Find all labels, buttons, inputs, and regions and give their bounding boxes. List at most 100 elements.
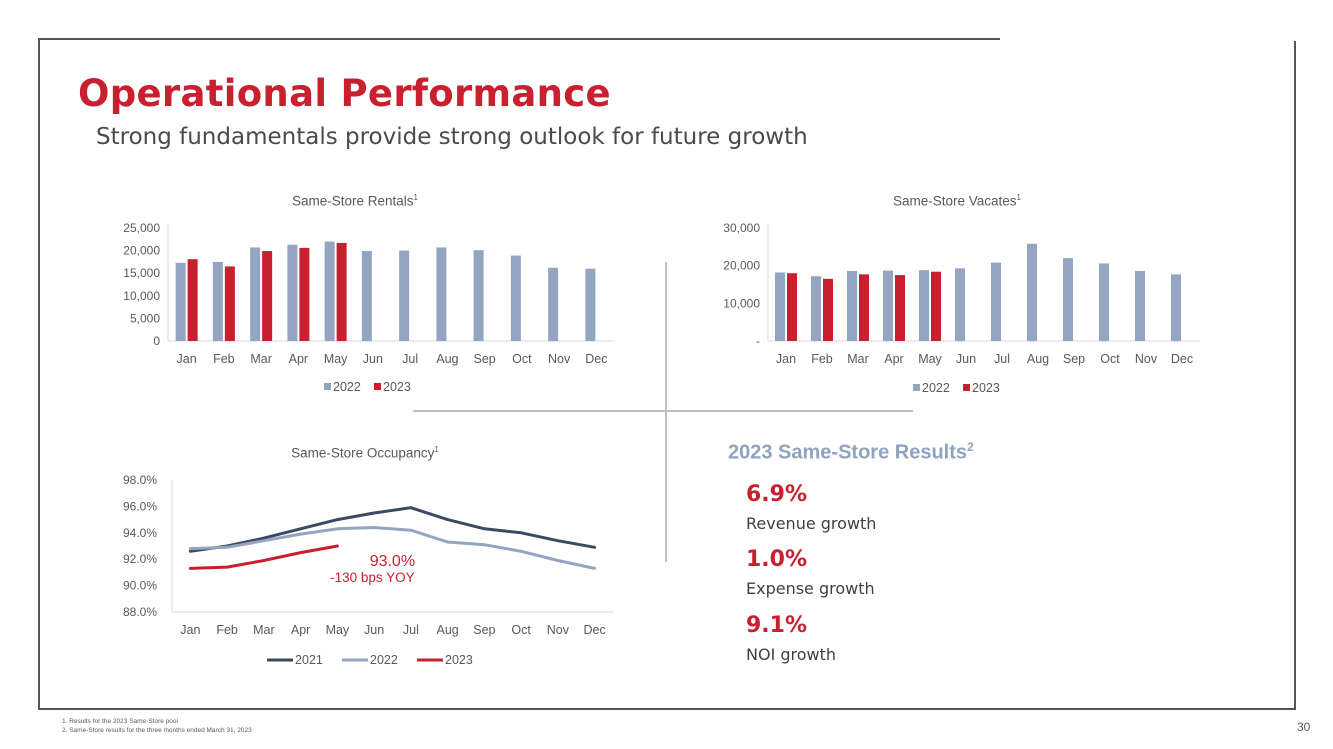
vacates-bar-2023-mar — [859, 274, 869, 341]
vacates-bar-2023-apr — [895, 275, 905, 341]
vacates-ytick-label: 20,000 — [723, 259, 760, 273]
rentals-xtick-label: Dec — [585, 352, 607, 366]
occupancy-xtick-label: Jan — [180, 623, 200, 637]
vertical-divider — [665, 262, 667, 562]
occupancy-annotation-yoy: -130 bps YOY — [330, 570, 415, 585]
rentals-xtick-label: Feb — [213, 352, 235, 366]
rentals-title-sup: 1 — [413, 193, 418, 202]
occupancy-xtick-label: Mar — [253, 623, 275, 637]
vacates-chart-title: Same-Store Vacates1 — [842, 193, 1072, 209]
rentals-xtick-label: Jan — [177, 352, 197, 366]
vacates-bar-2023-jan — [787, 273, 797, 341]
occupancy-ytick-label: 90.0% — [123, 579, 157, 593]
noi-growth-label: NOI growth — [746, 645, 837, 664]
vacates-xtick-label: Dec — [1171, 352, 1193, 366]
vacates-legend-swatch-2023 — [963, 384, 970, 391]
occupancy-line-2023 — [188, 544, 339, 570]
vacates-xtick-label: Jun — [956, 352, 976, 366]
rentals-bar-2022-nov — [548, 267, 559, 341]
occupancy-title-text: Same-Store Occupancy — [291, 445, 435, 461]
occupancy-ytick-label: 96.0% — [123, 499, 157, 513]
vacates-legend-label-2023: 2023 — [972, 381, 1000, 395]
occupancy-xtick-label: Jul — [403, 623, 419, 637]
vacates-bar-2022-feb — [811, 276, 821, 341]
vacates-xtick-label: Jan — [776, 352, 796, 366]
occupancy-xtick-label: Jun — [364, 623, 384, 637]
rentals-title-text: Same-Store Rentals — [291, 193, 414, 209]
occupancy-title-sup: 1 — [434, 445, 439, 454]
page-number: 30 — [1297, 720, 1311, 734]
occupancy-legend-label-2021: 2021 — [295, 653, 323, 667]
rentals-legend-swatch-2023 — [374, 383, 381, 390]
occupancy-xtick-label: Aug — [437, 623, 459, 637]
rentals-ytick-label: 20,000 — [123, 244, 160, 258]
rentals-ytick-label: 15,000 — [123, 266, 160, 280]
occupancy-xtick-label: May — [326, 623, 350, 637]
rentals-xtick-label: Aug — [436, 352, 458, 366]
occupancy-ytick-label: 88.0% — [123, 605, 157, 619]
vacates-bar-2023-feb — [823, 278, 833, 341]
expense-growth-label: Expense growth — [746, 579, 875, 598]
vacates-bar-chart: - 10,000 20,000 30,000 Jan Feb Mar Apr May Jun Jul… — [723, 221, 1200, 395]
vacates-bar-2022-jun — [955, 268, 965, 341]
rentals-bar-2023-mar — [262, 251, 273, 341]
vacates-title-sup: 1 — [1016, 193, 1021, 202]
occupancy-annotation-value: 93.0% — [370, 553, 415, 570]
vacates-bar-2022-aug — [1027, 243, 1037, 341]
vacates-xtick-label: Oct — [1100, 352, 1120, 366]
vacates-ytick-label: - — [756, 334, 760, 348]
occupancy-ytick-label: 92.0% — [123, 552, 157, 566]
occupancy-line-chart: 88.0% 90.0% 92.0% 94.0% 96.0% 98.0% Jan Feb Mar A… — [123, 473, 613, 667]
vacates-bar-2022-may — [919, 270, 929, 341]
vacates-ytick-label: 30,000 — [723, 221, 760, 235]
rentals-bar-2023-may — [336, 242, 347, 341]
rentals-legend-label-2023: 2023 — [383, 380, 411, 394]
occupancy-xtick-label: Nov — [547, 623, 570, 637]
footnote-2: 2. Same-Store results for the three mont… — [62, 727, 252, 734]
vacates-bar-2022-oct — [1099, 263, 1109, 341]
rentals-bar-2022-jun — [361, 251, 372, 341]
revenue-growth-label: Revenue growth — [746, 514, 877, 533]
vacates-xtick-label: Mar — [847, 352, 869, 366]
rentals-ytick-label: 0 — [153, 334, 160, 348]
occupancy-legend-label-2022: 2022 — [370, 653, 398, 667]
rentals-bar-chart: 0 5,000 10,000 15,000 20,000 25,000 Jan Feb Mar A… — [123, 221, 615, 394]
occupancy-ytick-label: 94.0% — [123, 526, 157, 540]
occupancy-legend-label-2023: 2023 — [445, 653, 473, 667]
rentals-bar-2022-oct — [510, 255, 521, 341]
rentals-bar-2022-apr — [287, 244, 298, 341]
rentals-bar-2023-feb — [224, 266, 235, 341]
vacates-bar-2022-mar — [847, 270, 857, 341]
results-title-sup: 2 — [967, 440, 974, 454]
rentals-bar-2022-feb — [212, 261, 223, 341]
rentals-bar-2022-may — [324, 241, 335, 341]
occupancy-ytick-label: 98.0% — [123, 473, 157, 487]
rentals-xtick-label: Jul — [402, 352, 418, 366]
horizontal-divider — [413, 410, 913, 412]
rentals-ytick-label: 10,000 — [123, 289, 160, 303]
rentals-legend-swatch-2022 — [324, 383, 331, 390]
revenue-growth-value: 6.9% — [746, 482, 808, 507]
vacates-ytick-label: 10,000 — [723, 296, 760, 310]
vacates-bar-2023-may — [931, 271, 941, 341]
results-title: 2023 Same-Store Results2 — [728, 440, 974, 465]
rentals-bar-2022-jan — [175, 262, 186, 341]
rentals-xtick-label: Apr — [289, 352, 308, 366]
rentals-xtick-label: Sep — [474, 352, 496, 366]
vacates-bar-2022-jan — [775, 272, 785, 341]
occupancy-line-2021 — [188, 506, 597, 553]
vacates-xtick-label: Apr — [884, 352, 903, 366]
vacates-xtick-label: Nov — [1135, 352, 1158, 366]
occupancy-xtick-label: Oct — [511, 623, 531, 637]
occupancy-xtick-label: Feb — [216, 623, 238, 637]
occupancy-xtick-label: Sep — [473, 623, 495, 637]
rentals-xtick-label: Jun — [363, 352, 383, 366]
results-title-text: 2023 Same-Store Results — [728, 441, 968, 464]
rentals-chart-title: Same-Store Rentals1 — [240, 193, 470, 209]
vacates-xtick-label: Jul — [994, 352, 1010, 366]
rentals-bar-2022-jul — [399, 250, 410, 341]
rentals-bar-2023-jan — [187, 259, 198, 341]
slide-title: Operational Performance — [78, 72, 611, 115]
occupancy-chart-title: Same-Store Occupancy1 — [250, 445, 480, 461]
footnotes: 1. Results for the 2023 Same-Store pool … — [62, 717, 252, 735]
